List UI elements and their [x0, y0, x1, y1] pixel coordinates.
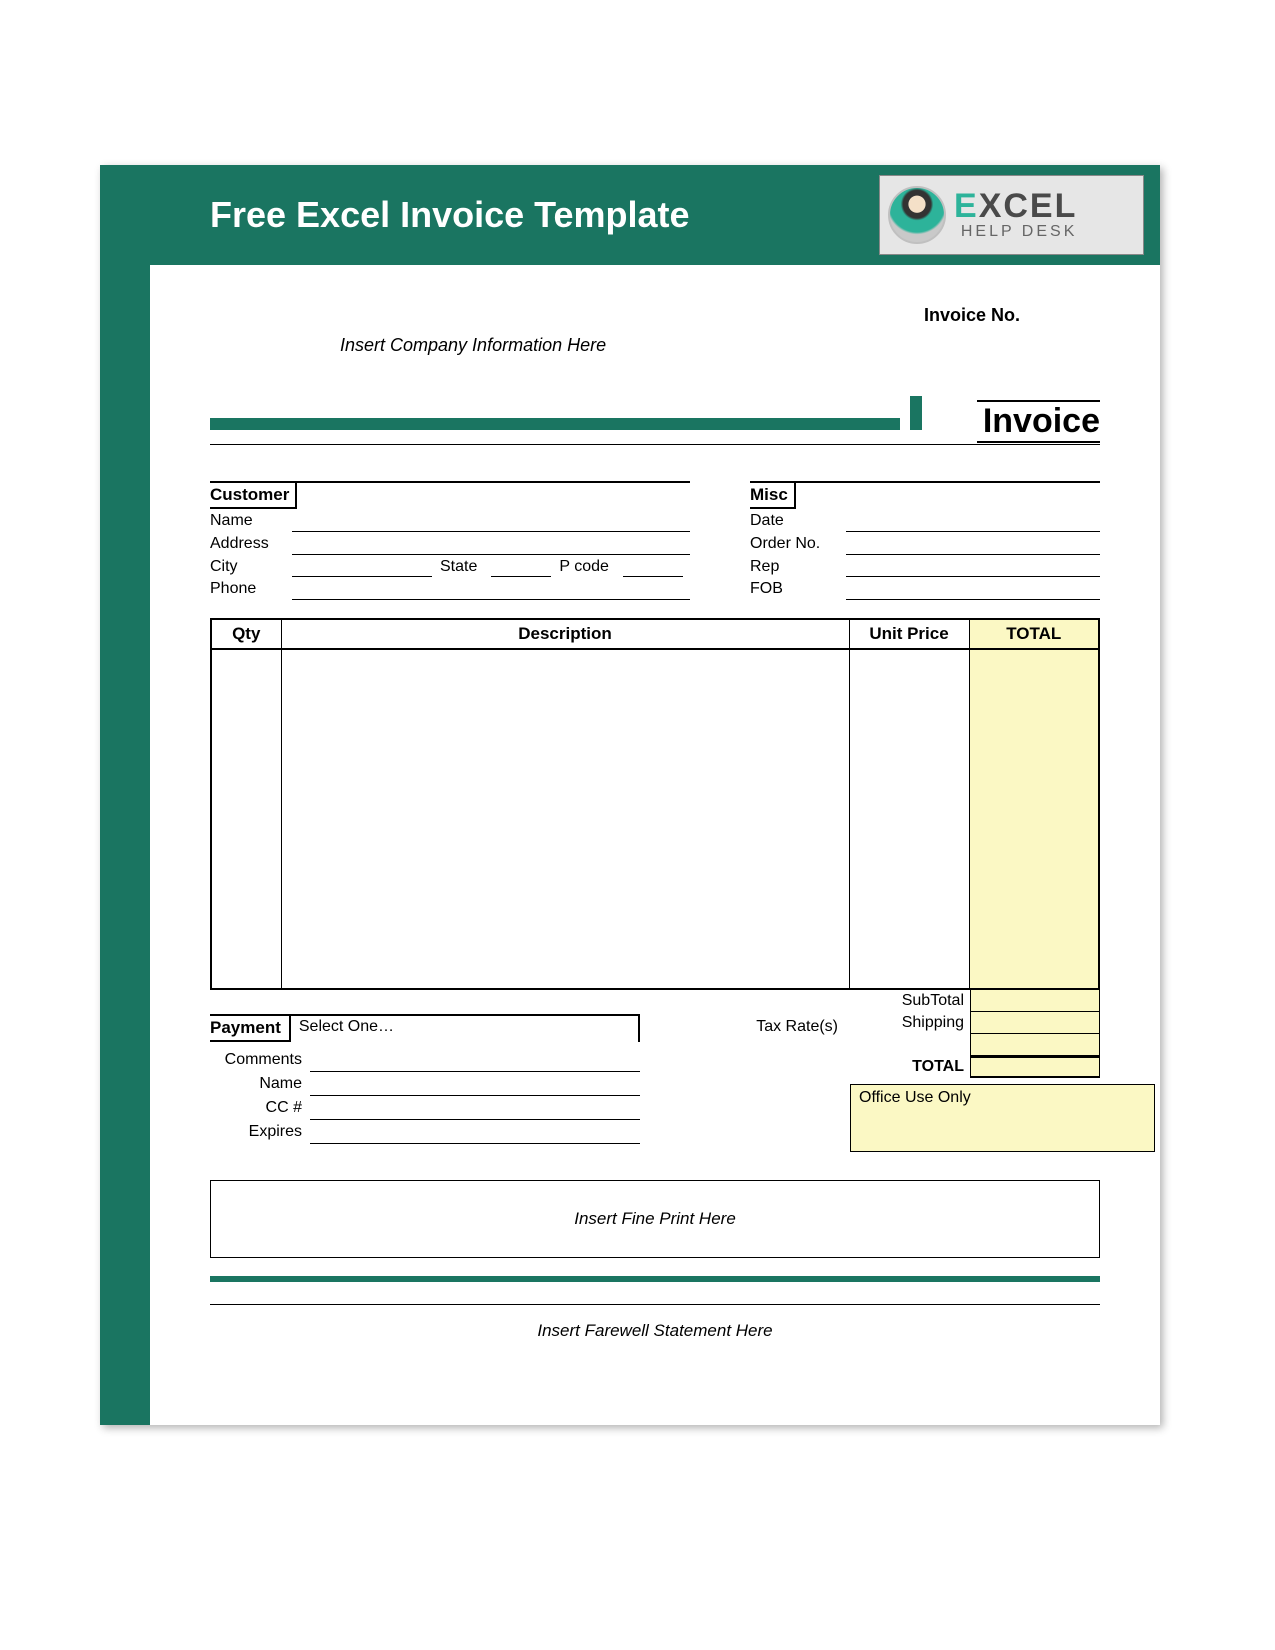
subtotal-cell[interactable] — [970, 990, 1100, 1012]
misc-fob-label: FOB — [750, 579, 840, 600]
tax-cell[interactable] — [970, 1034, 1100, 1056]
pay-cc-input[interactable] — [310, 1096, 640, 1120]
customer-section: Customer Name Address City State P code … — [210, 481, 690, 600]
invoice-banner: Invoice — [210, 396, 1100, 442]
pay-cc-label: CC # — [210, 1096, 310, 1120]
misc-orderno-label: Order No. — [750, 534, 840, 555]
cust-state-input[interactable] — [491, 557, 551, 578]
items-table: Qty Description Unit Price TOTAL — [210, 618, 1100, 990]
cust-address-input[interactable] — [292, 534, 690, 555]
logo-line1-x: E — [954, 187, 979, 225]
customer-heading: Customer — [210, 483, 295, 509]
misc-orderno-input[interactable] — [846, 534, 1100, 555]
tax-rates-label: Tax Rate(s) — [640, 1018, 850, 1036]
cust-name-input[interactable] — [292, 511, 690, 532]
pay-name-input[interactable] — [310, 1072, 640, 1096]
header-title: Free Excel Invoice Template — [210, 194, 690, 236]
cust-address-label: Address — [210, 534, 286, 555]
grand-total-cell[interactable] — [970, 1056, 1100, 1078]
col-total: TOTAL — [969, 619, 1099, 649]
cust-name-label: Name — [210, 511, 286, 532]
logo-box: EXCEL HELP DESK — [879, 175, 1144, 255]
misc-section: Misc Date Order No. Rep FOB — [750, 481, 1100, 600]
tax-blank-label — [850, 1034, 970, 1056]
col-qty: Qty — [211, 619, 281, 649]
cell-unit-price[interactable] — [849, 649, 969, 989]
cust-phone-label: Phone — [210, 579, 286, 600]
summary-section: SubTotal Shipping TOTAL Office Use Only — [850, 990, 1100, 1152]
cust-state-label: State — [432, 557, 485, 578]
cust-pcode-input[interactable] — [623, 557, 683, 578]
fine-print-box[interactable]: Insert Fine Print Here — [210, 1180, 1100, 1258]
pay-name-label: Name — [210, 1072, 310, 1096]
logo-text: EXCEL HELP DESK — [954, 189, 1077, 241]
pay-comments-label: Comments — [210, 1048, 310, 1072]
thin-divider — [210, 1304, 1100, 1305]
payment-heading: Payment — [210, 1016, 289, 1042]
cell-description[interactable] — [281, 649, 849, 989]
left-rail — [100, 265, 150, 1425]
misc-rep-label: Rep — [750, 557, 840, 578]
office-use-box[interactable]: Office Use Only — [850, 1084, 1155, 1152]
misc-date-input[interactable] — [846, 511, 1100, 532]
col-unit-price: Unit Price — [849, 619, 969, 649]
logo-line2: HELP DESK — [954, 223, 1077, 241]
invoice-no-label: Invoice No. — [924, 305, 1020, 356]
misc-rep-input[interactable] — [846, 557, 1100, 578]
shipping-cell[interactable] — [970, 1012, 1100, 1034]
logo-line1-rest: XCEL — [979, 187, 1078, 225]
cust-city-input[interactable] — [292, 557, 432, 578]
company-info-placeholder[interactable]: Insert Company Information Here — [340, 335, 606, 356]
green-divider — [210, 1276, 1100, 1282]
payment-select[interactable]: Select One… — [289, 1016, 640, 1042]
cust-phone-input[interactable] — [292, 579, 690, 600]
subtotal-label: SubTotal — [850, 990, 970, 1012]
shipping-label: Shipping — [850, 1012, 970, 1034]
misc-fob-input[interactable] — [846, 579, 1100, 600]
header-bar: Free Excel Invoice Template EXCEL HELP D… — [100, 165, 1160, 265]
cust-city-label: City — [210, 557, 286, 578]
cust-pcode-label: P code — [551, 557, 617, 578]
invoice-heading: Invoice — [977, 400, 1100, 443]
col-description: Description — [281, 619, 849, 649]
avatar-icon — [888, 186, 946, 244]
payment-section: Payment Select One… Comments Name CC # E… — [210, 1014, 640, 1152]
misc-date-label: Date — [750, 511, 840, 532]
misc-heading: Misc — [750, 483, 794, 509]
grand-total-label: TOTAL — [850, 1056, 970, 1078]
pay-comments-input[interactable] — [310, 1048, 640, 1072]
farewell-text[interactable]: Insert Farewell Statement Here — [210, 1321, 1100, 1341]
fine-print-text: Insert Fine Print Here — [574, 1209, 736, 1229]
office-use-label: Office Use Only — [859, 1089, 971, 1106]
pay-expires-input[interactable] — [310, 1120, 640, 1144]
cell-qty[interactable] — [211, 649, 281, 989]
pay-expires-label: Expires — [210, 1120, 310, 1144]
cell-total[interactable] — [969, 649, 1099, 989]
content-area: Insert Company Information Here Invoice … — [150, 265, 1160, 1425]
